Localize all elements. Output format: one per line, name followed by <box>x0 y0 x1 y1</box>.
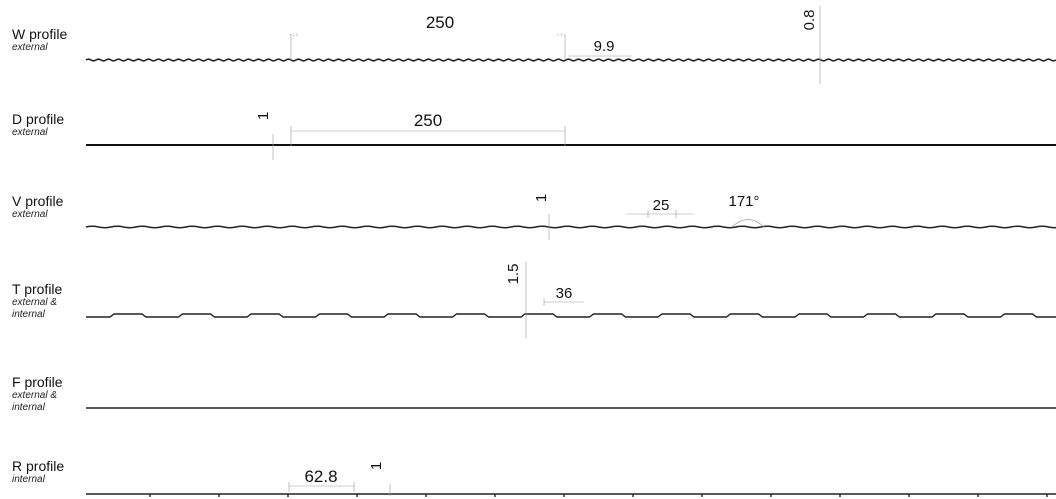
f-profile-name: F profile <box>12 374 63 390</box>
svg-text:+ 2.5: + 2.5 <box>289 32 299 37</box>
t-profile-name: T profile <box>12 281 63 297</box>
w-dim-pitch: 250 <box>426 13 454 32</box>
w-dimension-marks: + 2.5 2.5 <box>289 6 821 84</box>
d-dim-thickness: 1 <box>255 112 272 120</box>
r-profile-name: R profile <box>12 458 65 474</box>
v-dim-thickness: 1 <box>533 194 550 202</box>
w-profile-name: W profile <box>12 26 68 42</box>
r-profile-type: internal <box>12 474 45 485</box>
t-profile-type-1: external & <box>12 297 58 308</box>
f-profile-label: F profile external & internal <box>12 374 63 414</box>
v-profile-label: V profile external <box>12 193 63 221</box>
d-profile-name: D profile <box>12 111 65 127</box>
f-profile-type-2: internal <box>12 402 45 413</box>
t-dimension-marks <box>525 262 584 338</box>
v-dimension-marks <box>548 210 765 240</box>
d-dimension-marks <box>272 126 566 160</box>
r-profile-line <box>86 493 1056 497</box>
v-dim-angle: 171° <box>728 193 759 210</box>
w-profile-label: W profile external <box>12 26 67 54</box>
f-profile-type-1: external & <box>12 390 58 401</box>
r-dim-pitch: 62.8 <box>304 467 337 486</box>
v-profile-type: external <box>12 209 48 220</box>
d-profile-label: D profile external <box>12 111 64 139</box>
d-dim-pitch: 250 <box>414 111 442 130</box>
v-profile-name: V profile <box>12 193 64 209</box>
v-dim-pitch: 25 <box>653 197 670 214</box>
r-dim-thickness: 1 <box>368 462 385 470</box>
t-profile-line <box>86 313 1056 318</box>
w-profile-line <box>85 58 1056 62</box>
t-dim-width: 36 <box>556 285 573 302</box>
w-profile-type: external <box>12 42 48 53</box>
svg-text:2.5: 2.5 <box>557 32 563 37</box>
r-dimension-marks <box>288 482 391 496</box>
t-profile-type-2: internal <box>12 309 45 320</box>
v-profile-line <box>85 225 1056 229</box>
r-profile-label: R profile internal <box>12 458 64 486</box>
w-dim-width: 9.9 <box>594 38 615 55</box>
w-dim-thickness: 0.8 <box>801 10 818 31</box>
d-profile-type: external <box>12 127 48 138</box>
t-profile-label: T profile external & internal <box>12 281 62 321</box>
t-dim-height: 1.5 <box>505 264 522 285</box>
